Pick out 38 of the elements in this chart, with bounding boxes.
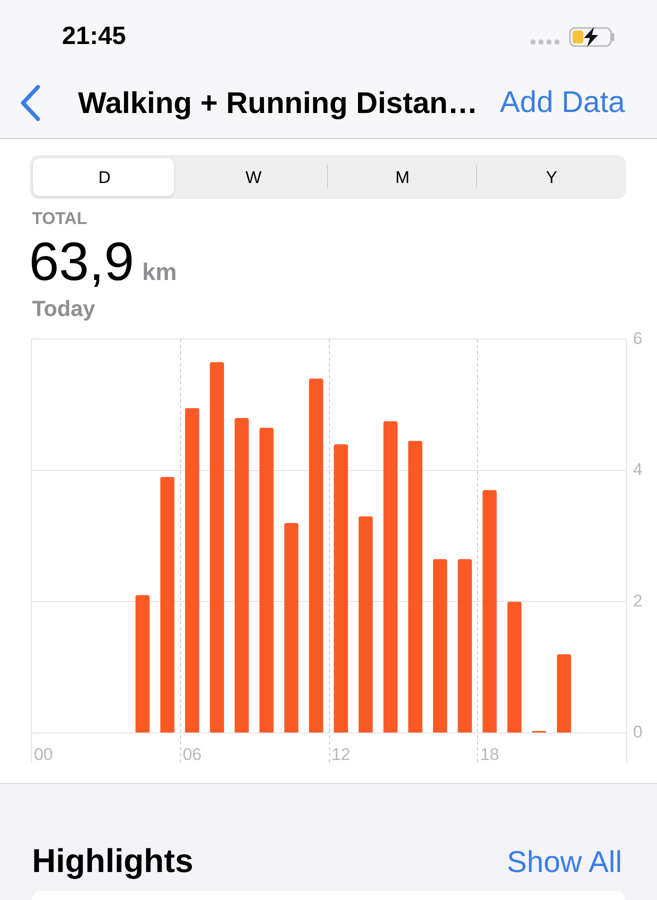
bar	[334, 444, 348, 732]
x-tick-label: 06	[182, 744, 202, 764]
text: Y	[544, 168, 558, 187]
y-tick-label: 0	[633, 722, 642, 742]
text: 63,9	[29, 232, 134, 292]
y-tick-label: 2	[633, 591, 642, 610]
bar	[259, 428, 274, 732]
x-tick-label: 18	[480, 744, 500, 764]
bar	[408, 440, 422, 732]
bar	[482, 490, 497, 732]
bar	[556, 654, 572, 732]
text: 21:45	[62, 22, 126, 50]
bar	[135, 595, 150, 732]
bar	[383, 421, 398, 732]
bar	[432, 559, 448, 732]
text: km	[142, 259, 177, 286]
text: Add Data	[500, 86, 625, 119]
chart-title: Walking + Running Distan…	[78, 87, 478, 120]
text: Highlights	[32, 842, 194, 879]
y-tick-label: 4	[633, 460, 642, 480]
bar	[234, 418, 249, 732]
bar	[358, 516, 373, 732]
text: Show All	[506, 846, 622, 879]
bar	[185, 408, 200, 732]
x-tick-label: 12	[331, 744, 350, 764]
text: D	[97, 168, 112, 187]
text: M	[394, 168, 411, 187]
bar	[210, 362, 224, 732]
text: W	[244, 168, 263, 187]
bar	[284, 522, 298, 732]
x-tick-label: 00	[34, 744, 53, 764]
bar	[507, 602, 522, 732]
y-tick-label: 6	[633, 328, 642, 348]
text: Today	[32, 296, 96, 321]
text: TOTAL	[32, 209, 88, 228]
bar	[458, 559, 472, 732]
bar	[309, 378, 324, 732]
bar	[160, 477, 174, 732]
